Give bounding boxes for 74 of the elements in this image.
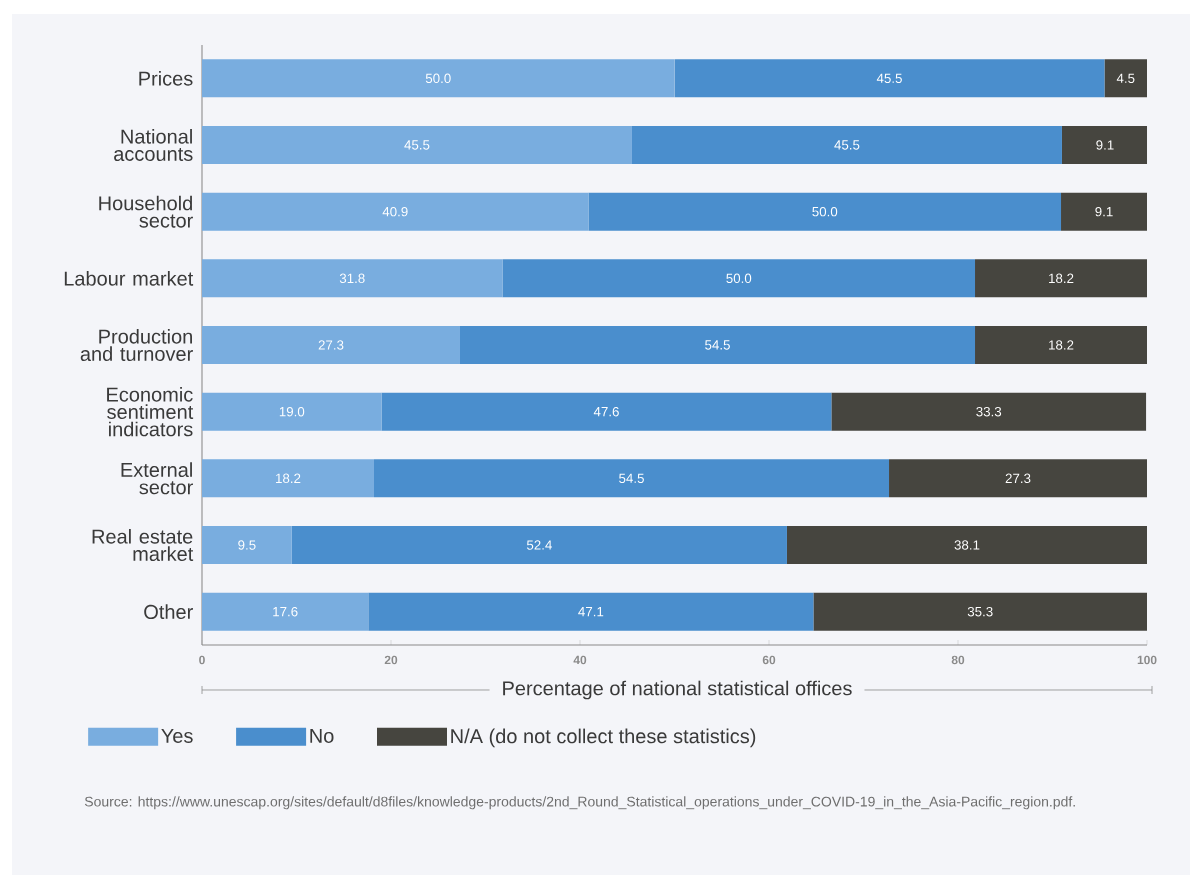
data-label: 47.6 bbox=[593, 406, 619, 417]
x-tick-label: 0 bbox=[199, 655, 205, 665]
bar bbox=[975, 259, 1148, 298]
y-tick-label: Prices bbox=[139, 70, 193, 86]
source-note: Source: https://www.unescap.org/sites/default/d8files/knowledge-products/2nd_Round_Statistical_operations_under_COVID-19_in_the_Asia-Pacific_region.pdf. bbox=[84, 796, 1075, 810]
legend-label: Yes bbox=[161, 728, 193, 743]
y-tick-label: Other bbox=[144, 604, 193, 620]
data-label: 18.2 bbox=[1049, 340, 1074, 350]
bar bbox=[889, 459, 1148, 498]
bar bbox=[202, 126, 632, 164]
legend-label: No bbox=[310, 728, 334, 743]
bar bbox=[831, 392, 1147, 431]
data-label: 9.1 bbox=[1096, 140, 1114, 150]
data-label: 19.0 bbox=[279, 406, 305, 417]
bar bbox=[202, 459, 374, 498]
bar bbox=[368, 592, 814, 631]
legend-label: N/A (do not collect these statistics) bbox=[451, 728, 756, 748]
data-label: 9.1 bbox=[1095, 206, 1113, 217]
data-label: 17.6 bbox=[273, 606, 298, 617]
bar bbox=[813, 592, 1148, 631]
data-label: 54.5 bbox=[705, 340, 730, 350]
bar bbox=[202, 59, 675, 98]
x-axis-title: Percentage of national statistical offices bbox=[503, 680, 852, 700]
bar bbox=[975, 326, 1148, 364]
data-label: 54.5 bbox=[619, 473, 644, 483]
y-tick-label: National accounts bbox=[114, 128, 193, 161]
bar bbox=[291, 526, 787, 564]
bar bbox=[1061, 126, 1148, 164]
y-tick-label: Production and turnover bbox=[80, 328, 193, 362]
data-label: 50.0 bbox=[425, 73, 451, 84]
bar bbox=[1061, 192, 1148, 231]
bar bbox=[631, 126, 1062, 164]
y-tick-label: Economic sentiment indicators bbox=[107, 386, 194, 437]
data-label: 31.8 bbox=[339, 273, 365, 284]
y-tick-label: Labour market bbox=[64, 270, 194, 286]
bar bbox=[202, 326, 460, 364]
bar bbox=[381, 392, 832, 431]
x-tick-label: 80 bbox=[951, 655, 965, 665]
data-label: 18.2 bbox=[1049, 273, 1074, 284]
bar bbox=[588, 192, 1062, 231]
data-label: 4.5 bbox=[1116, 73, 1135, 83]
data-label: 52.4 bbox=[526, 540, 552, 550]
data-label: 40.9 bbox=[382, 206, 408, 217]
data-label: 27.3 bbox=[318, 340, 344, 350]
x-tick-label: 60 bbox=[762, 655, 776, 665]
y-tick-label: Real estate market bbox=[92, 528, 194, 562]
x-tick-label: 20 bbox=[384, 655, 398, 665]
x-tick-label: 100 bbox=[1137, 655, 1157, 665]
data-label: 50.0 bbox=[812, 206, 838, 217]
data-label: 33.3 bbox=[976, 406, 1002, 417]
x-tick-label: 40 bbox=[573, 655, 587, 665]
data-label: 45.5 bbox=[876, 73, 902, 83]
bar bbox=[502, 259, 976, 298]
data-label: 27.3 bbox=[1005, 473, 1031, 484]
data-label: 9.5 bbox=[238, 540, 256, 550]
bar bbox=[202, 392, 382, 431]
bar bbox=[202, 526, 292, 564]
y-tick-label: Household sector bbox=[99, 195, 193, 228]
bar bbox=[202, 259, 503, 298]
bar bbox=[459, 326, 976, 364]
data-label: 50.0 bbox=[726, 273, 752, 284]
data-label: 35.3 bbox=[967, 606, 993, 617]
bar bbox=[786, 526, 1148, 564]
bar bbox=[202, 192, 589, 231]
data-label: 45.5 bbox=[834, 140, 860, 150]
bar bbox=[1104, 59, 1148, 98]
data-label: 47.1 bbox=[578, 607, 604, 617]
bar bbox=[373, 459, 890, 498]
bar bbox=[202, 592, 369, 631]
bar bbox=[674, 59, 1105, 98]
data-label: 18.2 bbox=[276, 473, 301, 484]
data-label: 45.5 bbox=[404, 140, 430, 150]
y-tick-label: External sector bbox=[121, 462, 193, 495]
data-label: 38.1 bbox=[954, 540, 980, 550]
